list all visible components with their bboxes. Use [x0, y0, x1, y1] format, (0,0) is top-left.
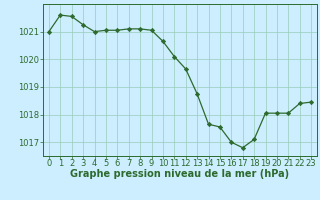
- X-axis label: Graphe pression niveau de la mer (hPa): Graphe pression niveau de la mer (hPa): [70, 169, 290, 179]
